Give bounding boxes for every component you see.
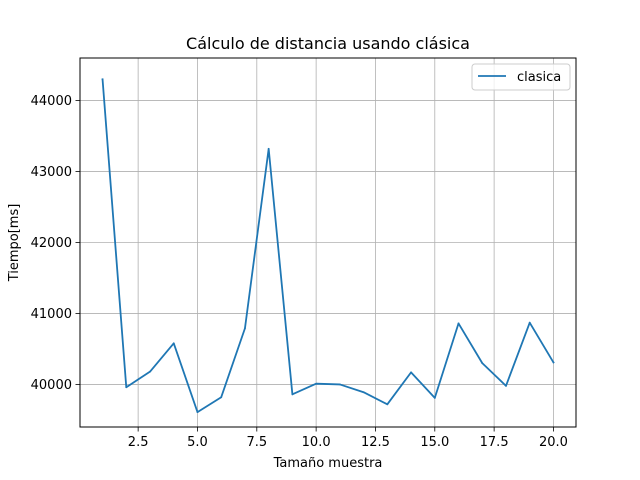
series-line-clasica [101,78,555,414]
data-point [338,383,341,386]
data-point [386,403,389,406]
x-tick-label: 7.5 [246,435,267,450]
y-axis: 40000 41000 42000 43000 44000 [31,94,80,393]
x-tick-label: 5.0 [187,435,208,450]
series-layer [101,78,555,414]
data-point [149,370,151,373]
x-axis-label: Tamaño muestra [273,456,383,471]
grid-lines [80,58,576,427]
data-point [244,327,246,330]
data-point [362,391,365,394]
data-point [457,322,460,325]
x-axis: 2.5 5.0 7.5 10.0 12.5 15.0 17.5 20.0 [128,427,568,450]
data-point [552,361,555,364]
data-point [291,393,294,396]
data-point [315,382,318,385]
x-tick-label: 10.0 [302,435,331,450]
x-tick-label: 17.5 [480,435,509,450]
data-point [267,147,270,150]
y-axis-label: Tiempo[ms] [7,204,22,283]
x-tick-label: 20.0 [539,435,568,450]
data-point [172,342,175,345]
data-point [528,321,531,324]
data-point [481,362,484,365]
x-tick-label: 2.5 [128,435,149,450]
y-tick-label: 43000 [31,165,72,180]
y-tick-label: 41000 [31,307,72,322]
x-tick-label: 12.5 [361,435,390,450]
y-tick-label: 40000 [31,378,72,393]
data-point [410,371,412,374]
data-point [125,386,128,389]
data-point [101,78,104,81]
y-tick-label: 44000 [31,94,72,109]
data-point [505,384,507,387]
data-point [220,396,223,399]
data-point [196,411,199,413]
chart-title: Cálculo de distancia usando clásica [186,34,470,53]
legend-box [471,63,571,91]
y-tick-label: 42000 [31,236,72,251]
x-tick-label: 15.0 [420,435,449,450]
legend-label: clasica [517,70,561,85]
data-point [433,397,436,399]
legend: clasica [471,63,571,91]
